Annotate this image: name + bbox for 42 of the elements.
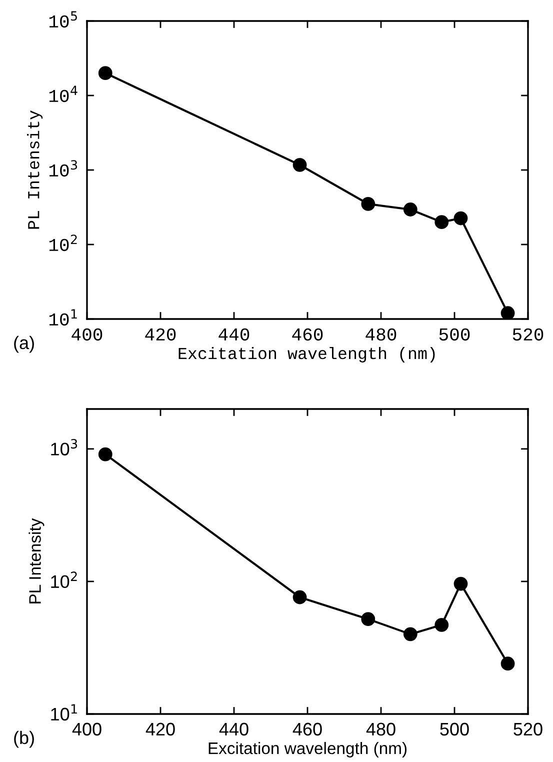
y-tick-label: 10$^{2}$ [49, 234, 77, 252]
y-tick-label: 10$^{5}$ [49, 11, 77, 28]
y-tick-label: 10$^{3}$ [49, 160, 78, 177]
y-axis-title: PL Intensity [28, 518, 44, 604]
y-tick-label: 10$^{1}$ [51, 704, 77, 721]
x-tick-label: 440 [218, 328, 250, 341]
point [292, 158, 307, 172]
point [434, 215, 449, 230]
x-axis-title: Excitation wavelength (nm) [178, 346, 435, 362]
y-axis-title: PL Intensity [27, 110, 43, 229]
point [434, 618, 449, 632]
point [292, 590, 307, 604]
x-tick-label: 460 [292, 722, 322, 736]
x-tick-label: 400 [72, 328, 102, 341]
x-tick-label: 500 [439, 328, 470, 341]
x-axis-title: Excitation wavelength (nm) [208, 742, 407, 758]
x-tick-label: 520 [512, 328, 544, 341]
point [361, 197, 376, 211]
point [361, 612, 376, 626]
x-tick-label: 480 [366, 722, 396, 736]
point [500, 656, 515, 671]
point [454, 576, 468, 591]
x-tick-label: 460 [292, 328, 323, 341]
point [403, 627, 418, 642]
point [500, 306, 515, 319]
text: (a) [14, 336, 34, 353]
point [98, 447, 112, 462]
x-tick-label: 500 [440, 722, 469, 736]
point [98, 66, 112, 80]
point [454, 211, 468, 226]
y-tick-label: 10$^{2}$ [51, 572, 77, 588]
y-tick-label: 10$^{3}$ [51, 439, 78, 456]
point [403, 202, 418, 216]
x-tick-label: 480 [366, 328, 396, 341]
y-tick-label: 10$^{1}$ [49, 309, 77, 326]
x-tick-label: 440 [219, 722, 248, 736]
x-tick-label: 420 [145, 328, 176, 341]
x-tick-label: 420 [146, 722, 175, 736]
x-tick-label: 520 [514, 722, 542, 736]
x-tick-label: 400 [72, 722, 102, 736]
y-tick-label: 10$^{4}$ [49, 86, 78, 102]
text: (b) [14, 730, 34, 748]
